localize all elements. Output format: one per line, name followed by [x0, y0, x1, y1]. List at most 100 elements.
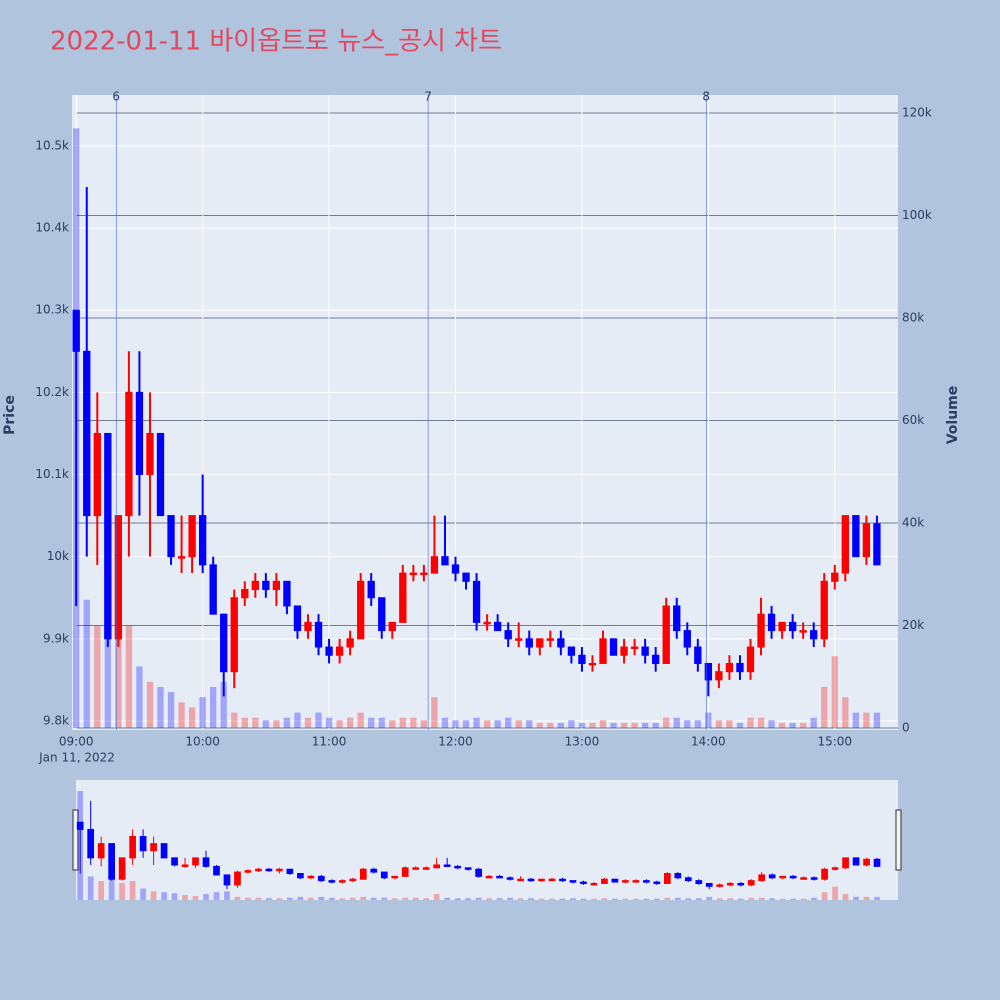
volume-bar: [266, 898, 272, 900]
candle-body: [768, 874, 776, 879]
volume-bar: [402, 897, 409, 900]
volume-bar: [515, 720, 522, 728]
candle-body: [443, 864, 451, 867]
volume-bar: [664, 897, 671, 900]
candle-body: [515, 638, 523, 641]
volume-bar: [192, 895, 199, 900]
candle-body: [412, 867, 420, 870]
candle-body: [177, 556, 186, 559]
volume-bar: [821, 686, 828, 728]
volume-bar: [104, 615, 111, 728]
volume-bar: [119, 882, 125, 900]
volume-bar: [308, 897, 314, 900]
x-tick-label: 11:00: [312, 735, 347, 749]
plot-area: [72, 95, 898, 730]
slider-handle[interactable]: [895, 809, 902, 871]
candle-body: [391, 875, 399, 879]
volume-bar: [842, 697, 849, 728]
volume-bar: [874, 896, 880, 900]
candle-body: [852, 515, 860, 558]
candle-body: [265, 868, 273, 872]
candle-body: [800, 877, 807, 880]
candle-body: [757, 613, 765, 648]
volume-bar: [433, 894, 440, 900]
volume-bar: [297, 896, 304, 900]
candle-body: [325, 646, 333, 656]
candle-body: [171, 857, 178, 866]
candle-body: [317, 875, 325, 882]
candle-body: [578, 654, 586, 664]
volume-bar: [125, 625, 133, 728]
candle-body: [160, 843, 168, 859]
candle-body: [286, 868, 294, 875]
volume-bar: [673, 717, 680, 728]
x-tick-label: 14:00: [691, 735, 726, 749]
x-tick-label: 12:00: [438, 735, 473, 749]
y-tick-label: 10.3k: [35, 303, 69, 317]
candle-body: [620, 646, 628, 656]
candle-body: [820, 580, 828, 640]
volume-bar: [473, 717, 480, 728]
volume-bar: [346, 717, 354, 728]
volume-bar: [769, 898, 776, 900]
candle-body: [525, 638, 533, 648]
candle-body: [536, 638, 544, 648]
y2-tick-label: 80k: [902, 310, 924, 324]
candle-body: [695, 880, 703, 884]
volume-bar: [224, 891, 230, 900]
volume-bar: [654, 898, 660, 900]
volume-bar: [810, 717, 817, 728]
volume-bar: [94, 625, 101, 728]
volume-bar: [136, 666, 143, 728]
volume-bar: [547, 722, 554, 728]
volume-bar: [800, 898, 807, 900]
volume-bar: [360, 896, 367, 900]
candle-body: [873, 858, 881, 867]
volume-bar: [737, 898, 744, 900]
candle-body: [548, 878, 556, 882]
y2-tick-label: 40k: [902, 515, 924, 529]
candle-body: [715, 671, 723, 681]
candle-body: [609, 638, 618, 656]
candle-body: [307, 875, 315, 879]
candle-body: [125, 391, 133, 517]
candle-body: [546, 638, 554, 641]
candle-body: [454, 865, 461, 869]
volume-bar: [715, 720, 723, 728]
volume-bar: [622, 898, 629, 900]
candle-body: [705, 882, 713, 887]
candle-body: [611, 878, 619, 883]
candle-body: [630, 646, 639, 650]
volume-bar: [357, 712, 364, 728]
x-tick-label: 10:00: [185, 735, 220, 749]
candle-body: [538, 878, 545, 882]
volume-bar: [203, 894, 209, 900]
volume-bar: [853, 896, 859, 900]
volume-bar: [694, 720, 701, 728]
candle-body: [93, 432, 101, 517]
volume-bar: [465, 898, 471, 900]
volume-bar: [182, 894, 188, 900]
x-tick-label: 13:00: [565, 735, 600, 749]
candle-body: [841, 515, 849, 574]
volume-bar: [580, 898, 587, 900]
candle-body: [758, 874, 766, 882]
volume-bar: [568, 720, 575, 728]
volume-bar: [528, 898, 534, 900]
candle-body: [359, 868, 367, 880]
volume-bar: [273, 720, 280, 728]
candle-body: [663, 873, 671, 884]
volume-bar: [757, 717, 765, 728]
candle-body: [493, 621, 502, 632]
volume-bar: [559, 898, 566, 900]
candle-body: [684, 877, 692, 882]
range-slider[interactable]: [76, 780, 898, 900]
candle-body: [653, 881, 661, 885]
chart-title: 2022-01-11 바이옵트로 뉴스_공시 차트: [50, 27, 502, 57]
candle-body: [464, 867, 472, 870]
candle-body: [255, 868, 262, 872]
slider-handle[interactable]: [72, 809, 79, 871]
candle-body: [401, 867, 409, 877]
volume-bar: [873, 712, 881, 728]
